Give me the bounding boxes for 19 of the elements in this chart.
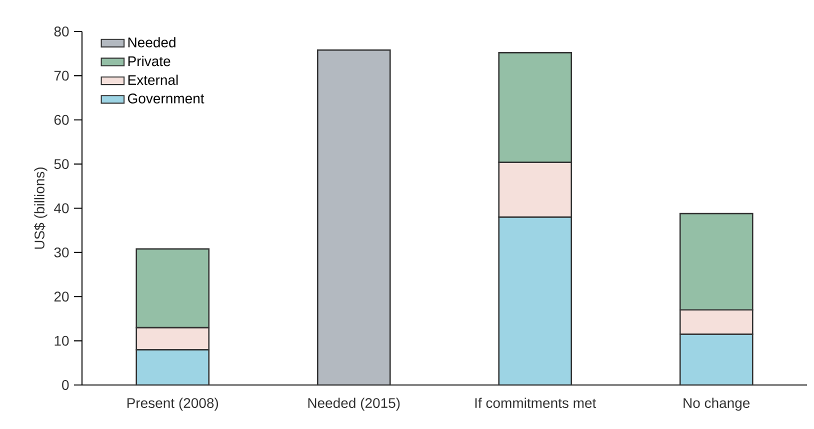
y-tick-label: 0 bbox=[62, 380, 69, 390]
y-axis-title: US$ (billions) bbox=[34, 168, 48, 249]
legend-label: External bbox=[128, 74, 178, 86]
bar bbox=[316, 49, 391, 386]
y-tick-label: 80 bbox=[54, 26, 69, 36]
y-tick-label: 40 bbox=[54, 203, 69, 214]
legend-label: Needed bbox=[128, 37, 176, 48]
y-tick-label: 10 bbox=[54, 336, 69, 346]
y-tick-label: 20 bbox=[54, 292, 69, 302]
legend-label: Government bbox=[128, 94, 204, 104]
x-tick-label: Present (2008) bbox=[127, 398, 218, 411]
y-tick-label: 50 bbox=[54, 159, 69, 170]
x-tick-label: If commitments met bbox=[475, 398, 596, 408]
y-tick-label: 60 bbox=[54, 114, 69, 125]
x-tick-label: Needed (2015) bbox=[308, 398, 400, 411]
x-tick-label: No change bbox=[684, 398, 750, 411]
y-tick-label: 70 bbox=[54, 70, 69, 81]
legend-label: Private bbox=[128, 56, 170, 66]
y-tick-label: 30 bbox=[54, 247, 69, 258]
